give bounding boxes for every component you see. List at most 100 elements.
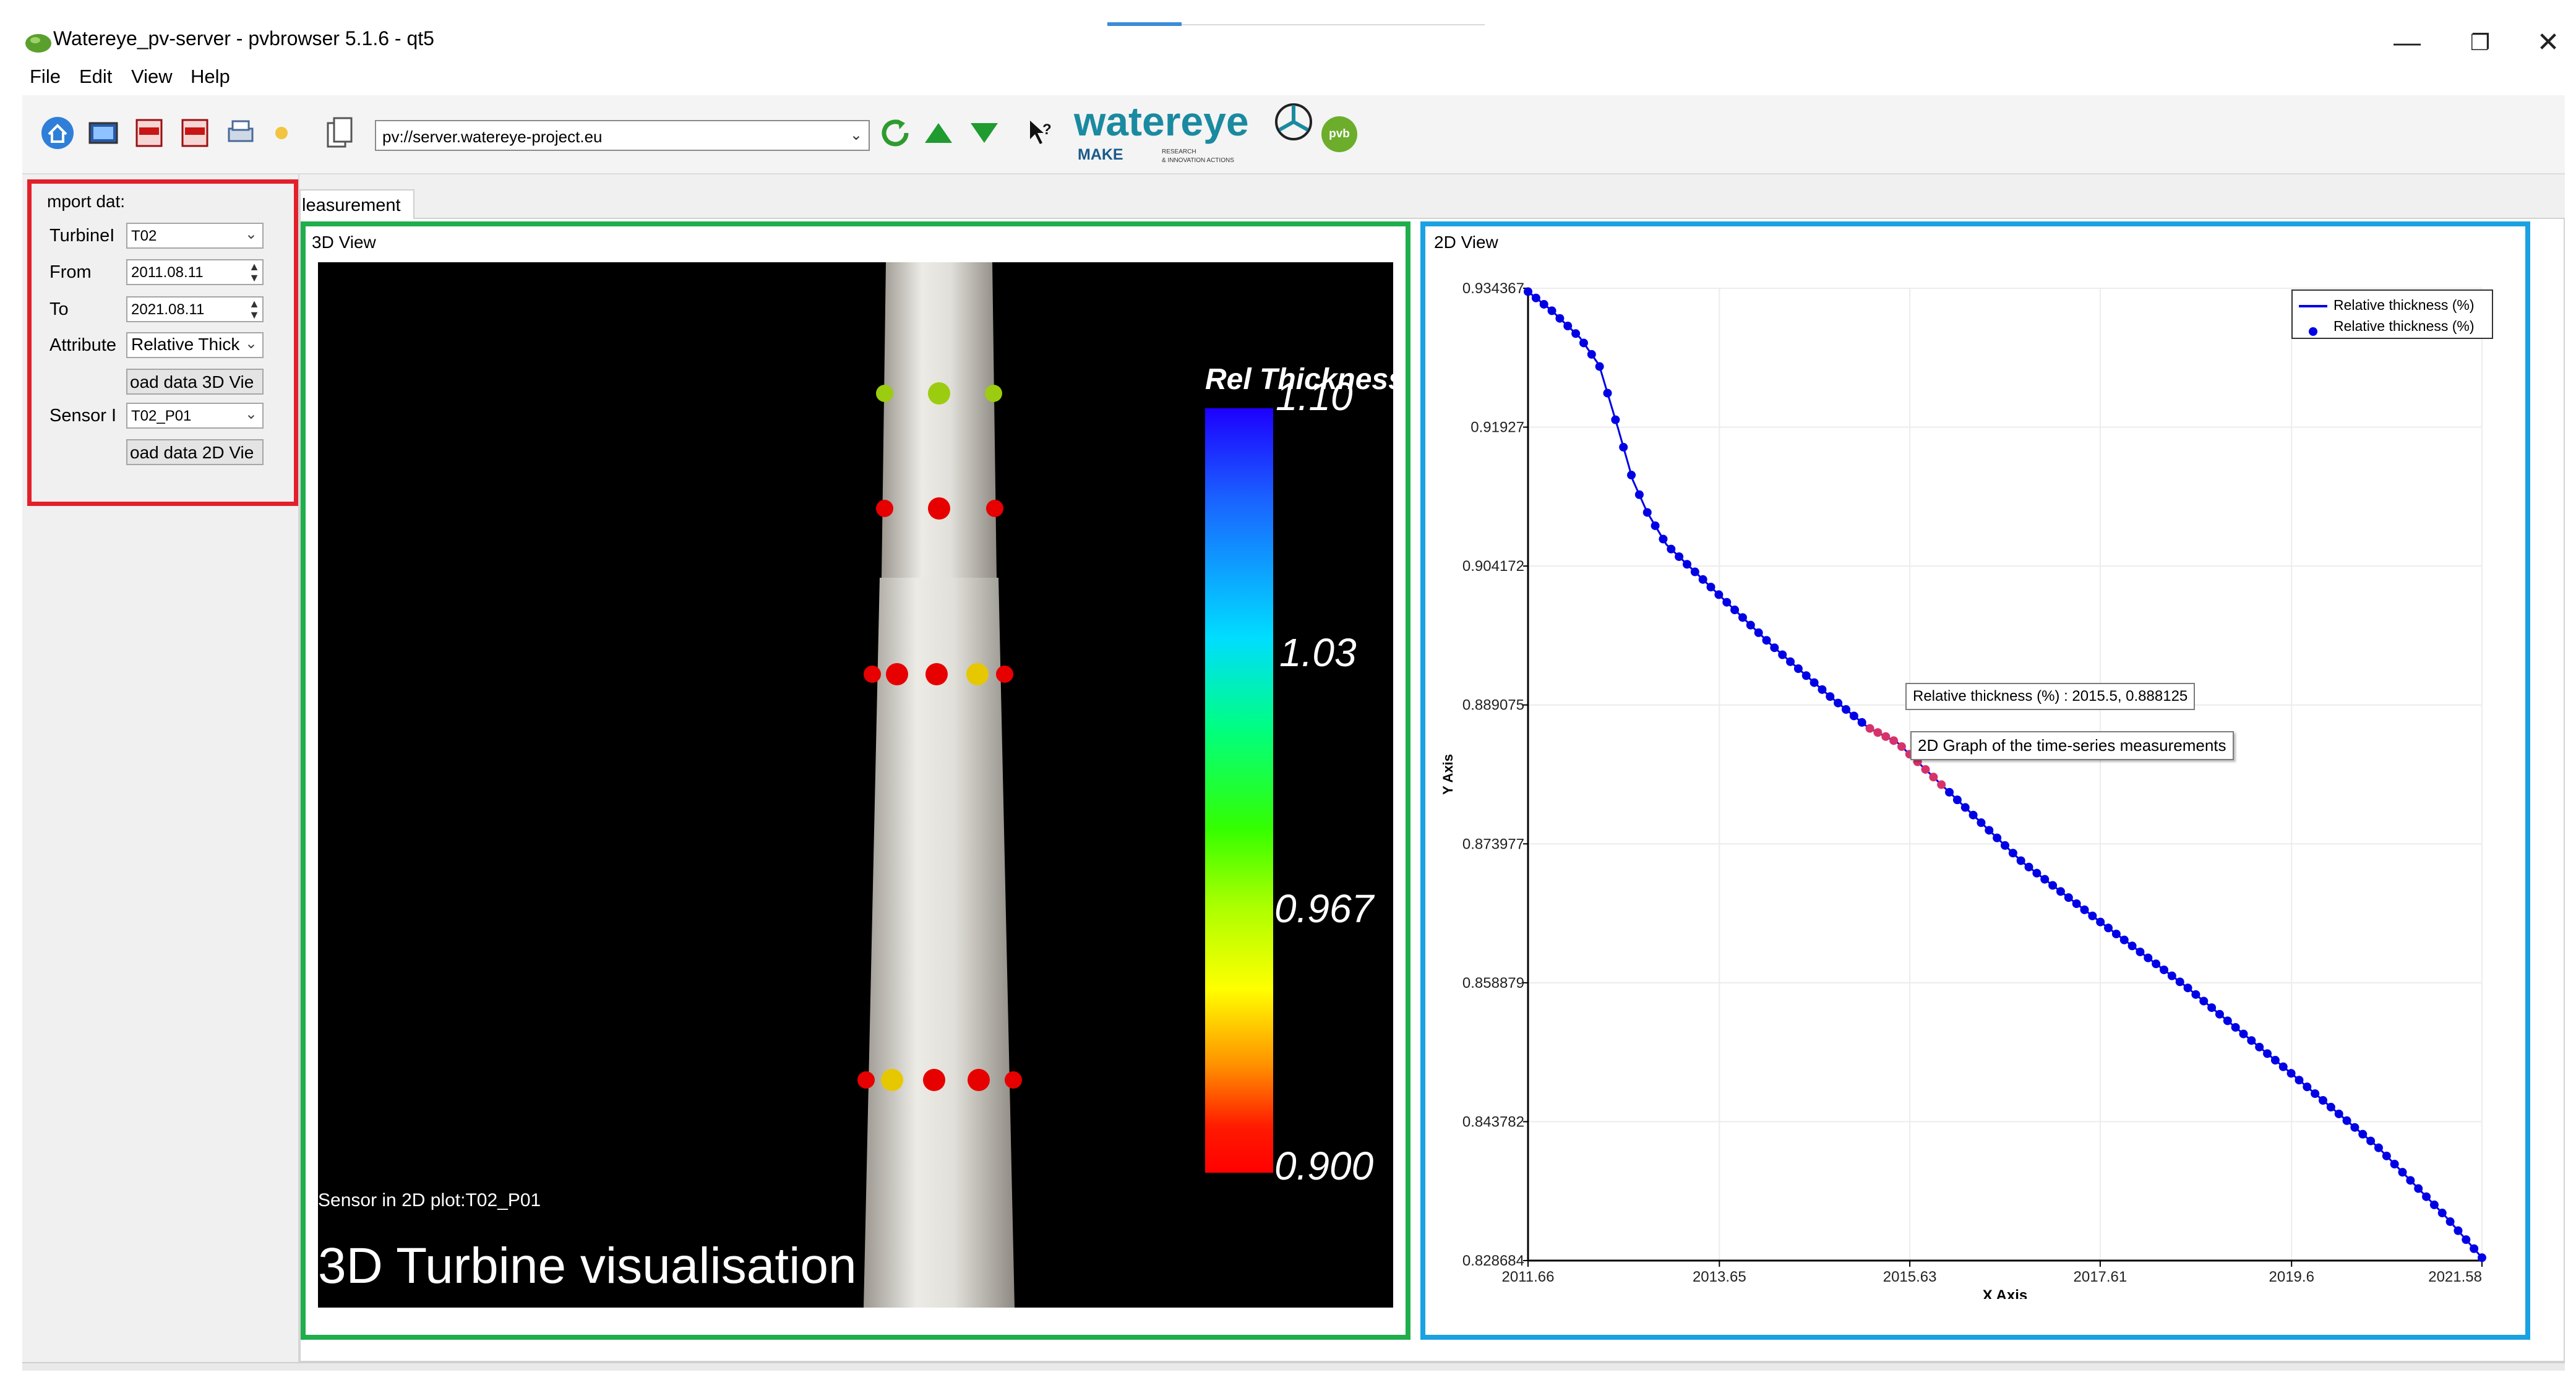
data-point[interactable] xyxy=(2231,1022,2240,1032)
spin-up-icon[interactable]: ▲ xyxy=(249,298,260,310)
data-point[interactable] xyxy=(2414,1184,2423,1193)
export-svg-icon[interactable] xyxy=(177,115,213,151)
data-point[interactable] xyxy=(1579,338,1588,348)
minimize-button[interactable]: — xyxy=(2394,27,2421,58)
data-point[interactable] xyxy=(2247,1036,2256,1045)
data-point[interactable] xyxy=(2072,899,2081,909)
whats-this-icon[interactable]: ? xyxy=(1023,115,1059,151)
data-point[interactable] xyxy=(2366,1136,2376,1146)
data-point[interactable] xyxy=(2286,1069,2296,1078)
data-point[interactable] xyxy=(2080,905,2089,914)
data-point[interactable] xyxy=(2422,1192,2431,1201)
home-icon[interactable] xyxy=(40,115,75,151)
data-point[interactable] xyxy=(1754,628,1763,637)
data-point[interactable] xyxy=(1762,636,1771,645)
data-point[interactable] xyxy=(2406,1176,2415,1185)
data-point[interactable] xyxy=(2429,1200,2439,1209)
data-point[interactable] xyxy=(1889,736,1899,745)
sensor-point[interactable] xyxy=(881,1069,903,1091)
data-point[interactable] xyxy=(1857,718,1866,727)
data-point[interactable] xyxy=(2350,1123,2359,1132)
data-point[interactable] xyxy=(1834,698,1843,708)
sensor-point[interactable] xyxy=(925,663,948,685)
data-point[interactable] xyxy=(2239,1029,2248,1039)
data-point[interactable] xyxy=(2008,849,2017,858)
tools-icon[interactable] xyxy=(264,115,299,151)
to-date-field[interactable]: 2021.08.11 ▲ ▼ xyxy=(126,296,264,322)
data-point[interactable] xyxy=(1524,287,1532,296)
data-point[interactable] xyxy=(1897,742,1906,752)
tab-measurement[interactable]: leasurement xyxy=(299,189,414,219)
data-point[interactable] xyxy=(2111,929,2121,938)
data-point[interactable] xyxy=(1547,306,1556,315)
data-point[interactable] xyxy=(2326,1102,2335,1112)
sensor-point[interactable] xyxy=(876,385,893,402)
turbine-select[interactable]: T02 ⌄ xyxy=(126,223,264,249)
data-point[interactable] xyxy=(1698,575,1707,584)
sensor-point[interactable] xyxy=(864,666,881,683)
data-point[interactable] xyxy=(1611,415,1620,424)
data-point[interactable] xyxy=(1539,299,1548,309)
data-point[interactable] xyxy=(1730,606,1740,615)
data-point[interactable] xyxy=(1595,362,1604,371)
data-point[interactable] xyxy=(2152,959,2161,969)
data-point[interactable] xyxy=(1555,314,1565,323)
sensor-select[interactable]: T02_P01 ⌄ xyxy=(126,403,264,429)
data-point[interactable] xyxy=(2445,1217,2455,1227)
data-point[interactable] xyxy=(2437,1209,2447,1218)
load-3d-button[interactable]: oad data 3D Vie xyxy=(126,369,264,395)
export-pdf-icon[interactable] xyxy=(131,115,167,151)
screenshot-icon[interactable] xyxy=(85,115,121,151)
data-point[interactable] xyxy=(2398,1168,2407,1177)
data-point[interactable] xyxy=(2470,1244,2479,1253)
data-point[interactable] xyxy=(1738,613,1747,622)
data-point[interactable] xyxy=(2390,1160,2399,1169)
data-point[interactable] xyxy=(1619,442,1628,452)
data-point[interactable] xyxy=(2374,1143,2383,1152)
data-point[interactable] xyxy=(1642,508,1652,517)
data-point[interactable] xyxy=(1571,329,1581,338)
data-point[interactable] xyxy=(2144,953,2153,962)
data-point[interactable] xyxy=(1531,293,1540,302)
data-point[interactable] xyxy=(1651,521,1660,530)
data-point[interactable] xyxy=(2040,875,2050,884)
data-point[interactable] xyxy=(2199,996,2209,1006)
data-point[interactable] xyxy=(2215,1009,2224,1019)
data-point[interactable] xyxy=(2056,887,2065,896)
data-point[interactable] xyxy=(1968,810,1978,820)
data-point[interactable] xyxy=(2127,941,2137,951)
data-point[interactable] xyxy=(1563,321,1573,330)
data-point[interactable] xyxy=(1746,620,1755,630)
menu-edit[interactable]: Edit xyxy=(79,66,113,87)
spin-down-icon[interactable]: ▼ xyxy=(249,272,260,284)
data-point[interactable] xyxy=(2263,1049,2272,1058)
attribute-select[interactable]: Relative Thick ⌄ xyxy=(126,332,264,358)
data-point[interactable] xyxy=(1952,795,1962,805)
sensor-point[interactable] xyxy=(966,663,989,685)
data-point[interactable] xyxy=(2032,868,2041,878)
data-point[interactable] xyxy=(2175,977,2184,987)
data-point[interactable] xyxy=(1675,552,1684,561)
data-point[interactable] xyxy=(1849,711,1858,721)
data-point[interactable] xyxy=(1706,583,1715,592)
data-point[interactable] xyxy=(2270,1056,2280,1065)
data-point[interactable] xyxy=(2096,917,2105,927)
data-point[interactable] xyxy=(1873,728,1883,737)
data-point[interactable] xyxy=(1818,685,1827,694)
sensor-point[interactable] xyxy=(1005,1071,1022,1089)
data-point[interactable] xyxy=(1722,598,1732,607)
data-point[interactable] xyxy=(2382,1151,2391,1160)
data-point[interactable] xyxy=(2207,1003,2217,1013)
data-point[interactable] xyxy=(2462,1235,2471,1244)
close-button[interactable]: ✕ xyxy=(2536,27,2560,58)
data-point[interactable] xyxy=(1627,471,1636,480)
line-chart[interactable]: 2011.66 2013.65 2015.63 2017.61 2019.6 2021.5… xyxy=(1432,247,2520,1299)
data-point[interactable] xyxy=(2454,1226,2463,1235)
data-point[interactable] xyxy=(2478,1253,2486,1262)
sensor-point[interactable] xyxy=(876,500,893,517)
spin-down-icon[interactable]: ▼ xyxy=(249,309,260,321)
data-point[interactable] xyxy=(1945,787,1954,797)
menu-file[interactable]: File xyxy=(30,66,61,87)
data-point[interactable] xyxy=(1786,657,1795,666)
data-point[interactable] xyxy=(2191,990,2200,999)
